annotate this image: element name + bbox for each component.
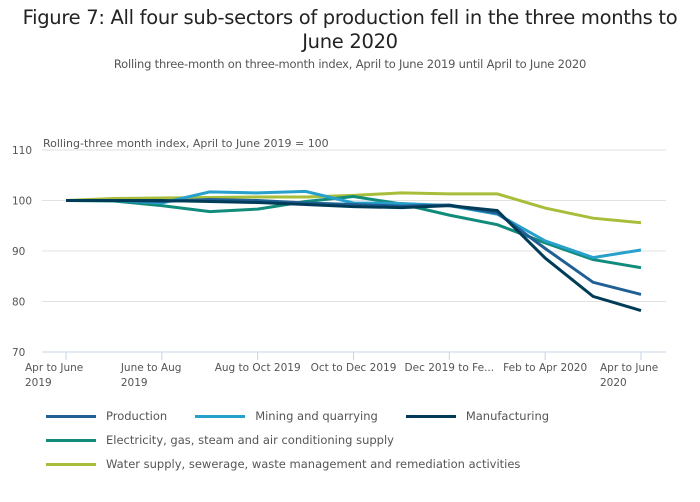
legend: Production Mining and quarrying Manufactur…: [46, 404, 666, 476]
y-axis-ticks: 70 80 90 100 110: [12, 145, 32, 359]
legend-swatch: [46, 462, 96, 466]
x-tick-label: Apr to June 2020: [600, 362, 658, 389]
y-tick-label: 80: [12, 297, 25, 309]
legend-label: Mining and quarrying: [255, 409, 378, 423]
y-tick-label: 110: [12, 145, 32, 157]
legend-row: Water supply, sewerage, waste management…: [46, 452, 666, 476]
legend-item[interactable]: Mining and quarrying: [195, 409, 378, 423]
legend-label: Production: [106, 409, 168, 423]
legend-item[interactable]: Manufacturing: [405, 409, 550, 423]
legend-item[interactable]: Production: [46, 409, 167, 423]
legend-swatch: [195, 414, 246, 418]
x-tick-label: Dec 2019 to Fe...: [405, 362, 495, 374]
series-line-electricity-gas-steam-and-air-conditioning-supply[interactable]: [65, 194, 642, 270]
chart-title: Figure 7: All four sub-sectors of produc…: [22, 6, 678, 53]
y-axis-title: Rolling-three month index, April to June…: [43, 137, 329, 150]
series-lines: [65, 189, 642, 313]
x-tick-label: June to Aug 2019: [120, 362, 182, 389]
legend-swatch: [405, 414, 456, 418]
y-tick-label: 100: [12, 196, 32, 208]
x-tick-label: Apr to June 2019: [25, 362, 83, 389]
x-axis: Apr to June 2019 June to Aug 2019 Aug to Oct…: [25, 352, 658, 389]
legend-row: Production Mining and quarrying Manufactur…: [46, 404, 666, 428]
chart-subtitle: Rolling three-month on three-month index…: [113, 57, 587, 71]
legend-label: Manufacturing: [465, 409, 550, 423]
legend-item[interactable]: Water supply, sewerage, waste management…: [46, 457, 520, 471]
legend-swatch: [46, 438, 96, 442]
y-tick-label: 90: [12, 246, 25, 258]
legend-label: Electricity, gas, steam and air conditio…: [106, 433, 394, 447]
x-tick-label: Feb to Apr 2020: [503, 362, 587, 374]
series-line-manufacturing[interactable]: [66, 199, 642, 313]
legend-row: Electricity, gas, steam and air conditio…: [46, 428, 666, 452]
x-tick-label: Aug to Oct 2019: [215, 362, 301, 374]
legend-label: Water supply, sewerage, waste management…: [106, 457, 521, 471]
legend-item[interactable]: Electricity, gas, steam and air conditio…: [46, 433, 394, 447]
legend-swatch: [46, 414, 96, 418]
x-tick-label: Oct to Dec 2019: [311, 362, 397, 374]
line-chart: 70 80 90 100 110 Rolling-three month index, …: [12, 137, 666, 389]
y-tick-label: 70: [12, 347, 25, 359]
